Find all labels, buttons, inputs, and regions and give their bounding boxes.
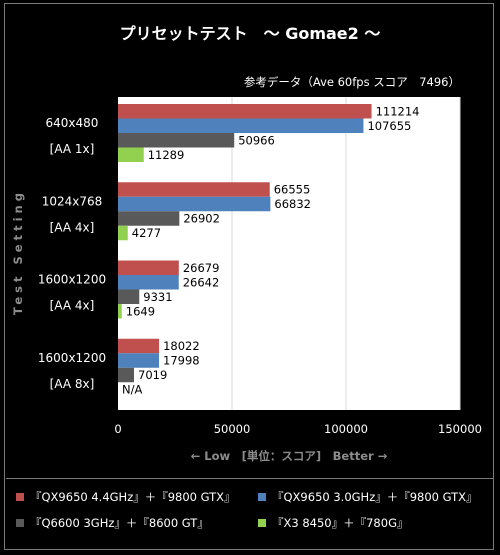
x-tick-label-0: 0 [114,422,121,436]
x-tick-label-3: 150000 [438,422,482,436]
legend-label-2: 『Q6600 3GHz』＋『8600 GT』 [30,516,209,530]
bar-s3-c1 [118,225,128,241]
bar-s0-c0 [118,104,372,119]
category-label-0-0: 640x480 [46,116,99,130]
data-label-s2-c3: 7019 [138,368,167,382]
data-label-s2-c2: 9331 [143,290,172,304]
data-label-s1-c2: 26642 [183,275,220,289]
legend-item-1: 『QX9650 3.0GHz』＋『9800 GTX』 [258,489,478,505]
legend: 『QX9650 4.4GHz』＋『9800 GTX』 『QX9650 3.0GH… [6,478,494,545]
bar-s1-c1 [118,196,271,212]
bar-s1-c2 [118,275,179,290]
data-label-s1-c3: 17998 [163,354,200,368]
bar-s2-c0 [118,133,235,148]
plot-area [118,97,460,410]
x-tick-label-2: 100000 [324,422,368,436]
category-label-3-0: 1600x1200 [38,351,106,365]
y-axis-label: Test Setting [11,189,25,315]
data-label-s0-c2: 26679 [183,261,220,275]
x-axis-label: ← Low [単位：スコア] Better → [190,449,388,463]
data-label-s0-c3: 18022 [163,339,200,353]
bar-s0-c3 [118,338,160,354]
data-label-s0-c1: 66555 [274,183,311,197]
bar-s2-c1 [118,211,180,226]
data-label-s1-c0: 107655 [367,119,411,133]
bar-s1-c3 [118,353,160,368]
bar-s2-c3 [118,367,135,383]
data-label-s3-c3: N/A [122,383,142,397]
category-label-2-0: 1600x1200 [38,273,106,287]
legend-swatch-2 [16,519,24,527]
data-label-s2-c0: 50966 [238,133,275,147]
legend-swatch-0 [16,493,24,501]
chart-frame [4,3,494,550]
x-tick-label-1: 50000 [214,422,251,436]
bar-s3-c0 [118,147,144,162]
legend-item-2: 『Q6600 3GHz』＋『8600 GT』 [16,515,209,531]
data-label-s3-c2: 1649 [126,304,155,318]
category-label-3-1: [AA 8x] [50,377,95,391]
legend-swatch-3 [258,519,266,527]
data-label-s1-c1: 66832 [274,197,311,211]
legend-label-1: 『QX9650 3.0GHz』＋『9800 GTX』 [272,490,478,504]
chart-subtitle: 参考データ（Ave 60fps スコア 7496） [243,75,460,89]
bar-s3-c2 [118,304,122,319]
legend-item-0: 『QX9650 4.4GHz』＋『9800 GTX』 [16,489,236,505]
bar-s0-c1 [118,182,270,197]
legend-item-3: 『X3 8450』＋『780G』 [258,515,408,531]
data-label-s3-c1: 4277 [132,226,161,240]
legend-label-0: 『QX9650 4.4GHz』＋『9800 GTX』 [30,490,236,504]
category-label-2-1: [AA 4x] [50,299,95,313]
legend-swatch-1 [258,493,266,501]
chart-title: プリセットテスト ～ Gomae2 ～ [119,24,381,43]
bar-s1-c0 [118,118,364,133]
bar-s2-c2 [118,289,140,304]
category-label-1-1: [AA 4x] [50,220,95,234]
category-label-1-0: 1024x768 [42,194,103,208]
bar-s0-c2 [118,260,179,275]
data-label-s2-c1: 26902 [183,212,220,226]
category-label-0-1: [AA 1x] [50,142,95,156]
data-label-s3-c0: 11289 [148,148,185,162]
legend-label-3: 『X3 8450』＋『780G』 [272,516,409,530]
data-label-s0-c0: 111214 [376,104,420,118]
